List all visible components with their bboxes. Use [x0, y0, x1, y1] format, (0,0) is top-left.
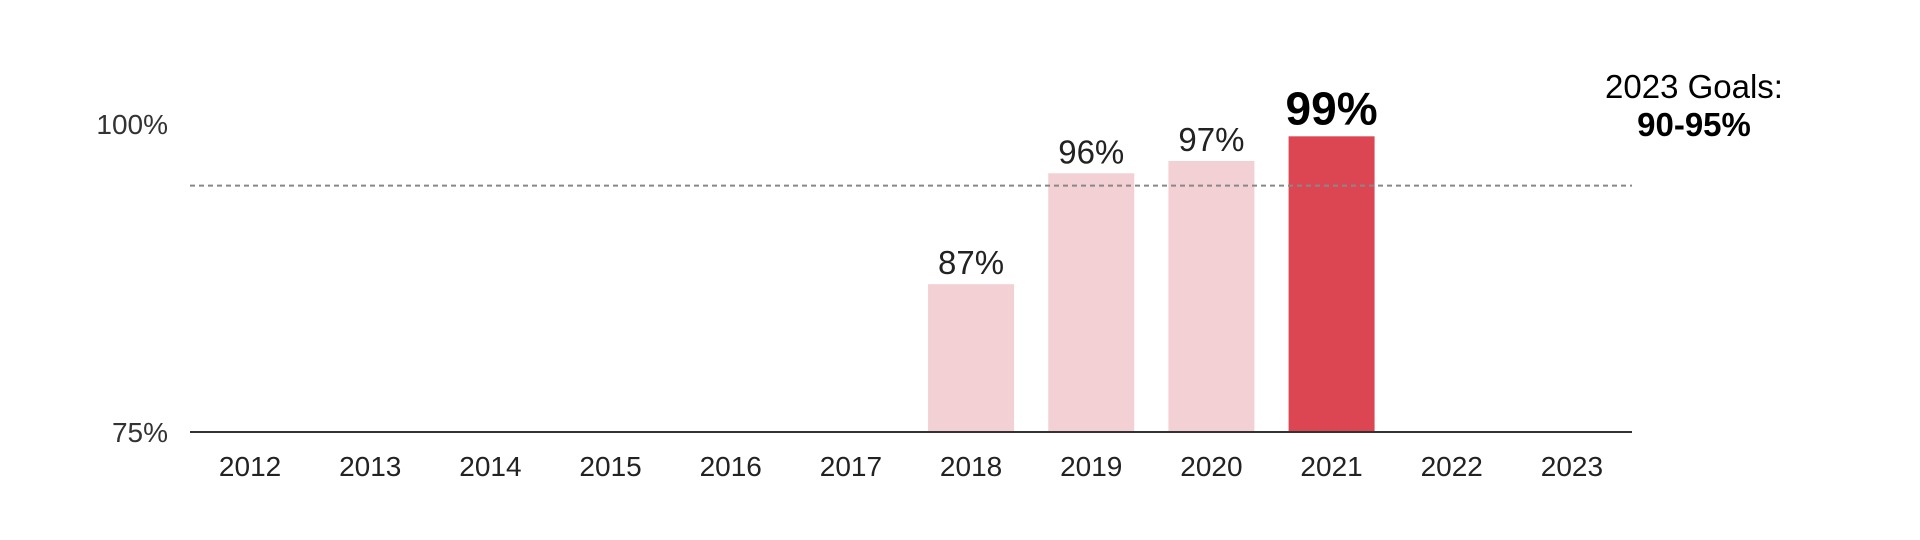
bar-2021 [1288, 136, 1375, 432]
x-tick-label: 2012 [219, 451, 281, 482]
data-label-2021: 99% [1286, 82, 1378, 134]
goal-label: 2023 Goals: [1605, 68, 1783, 105]
data-label-2020: 97% [1178, 121, 1244, 158]
x-tick-label: 2022 [1421, 451, 1483, 482]
x-tick-label: 2020 [1180, 451, 1242, 482]
goal-value: 90-95% [1637, 106, 1751, 143]
y-tick-label: 75% [112, 417, 168, 448]
x-tick-label: 2018 [940, 451, 1002, 482]
bars-group [928, 136, 1375, 432]
y-tick-label: 100% [96, 109, 168, 140]
data-label-2018: 87% [938, 244, 1004, 281]
x-tick-label: 2019 [1060, 451, 1122, 482]
data-labels: 87% 96% 97% 99% [938, 82, 1378, 281]
x-tick-labels: 2012 2013 2014 2015 2016 2017 2018 2019 2020 2021… [219, 451, 1603, 482]
bar-2018 [928, 284, 1015, 432]
x-tick-label: 2016 [700, 451, 762, 482]
bar-2019 [1048, 173, 1135, 432]
bar-2020 [1168, 160, 1255, 432]
goal-annotation: 2023 Goals: 90-95% [1564, 68, 1824, 144]
y-tick-labels: 75% 100% [96, 109, 168, 448]
x-tick-label: 2015 [579, 451, 641, 482]
x-tick-label: 2023 [1541, 451, 1603, 482]
x-tick-label: 2013 [339, 451, 401, 482]
data-label-2019: 96% [1058, 133, 1124, 170]
x-tick-label: 2021 [1300, 451, 1362, 482]
x-tick-label: 2017 [820, 451, 882, 482]
x-tick-label: 2014 [459, 451, 521, 482]
